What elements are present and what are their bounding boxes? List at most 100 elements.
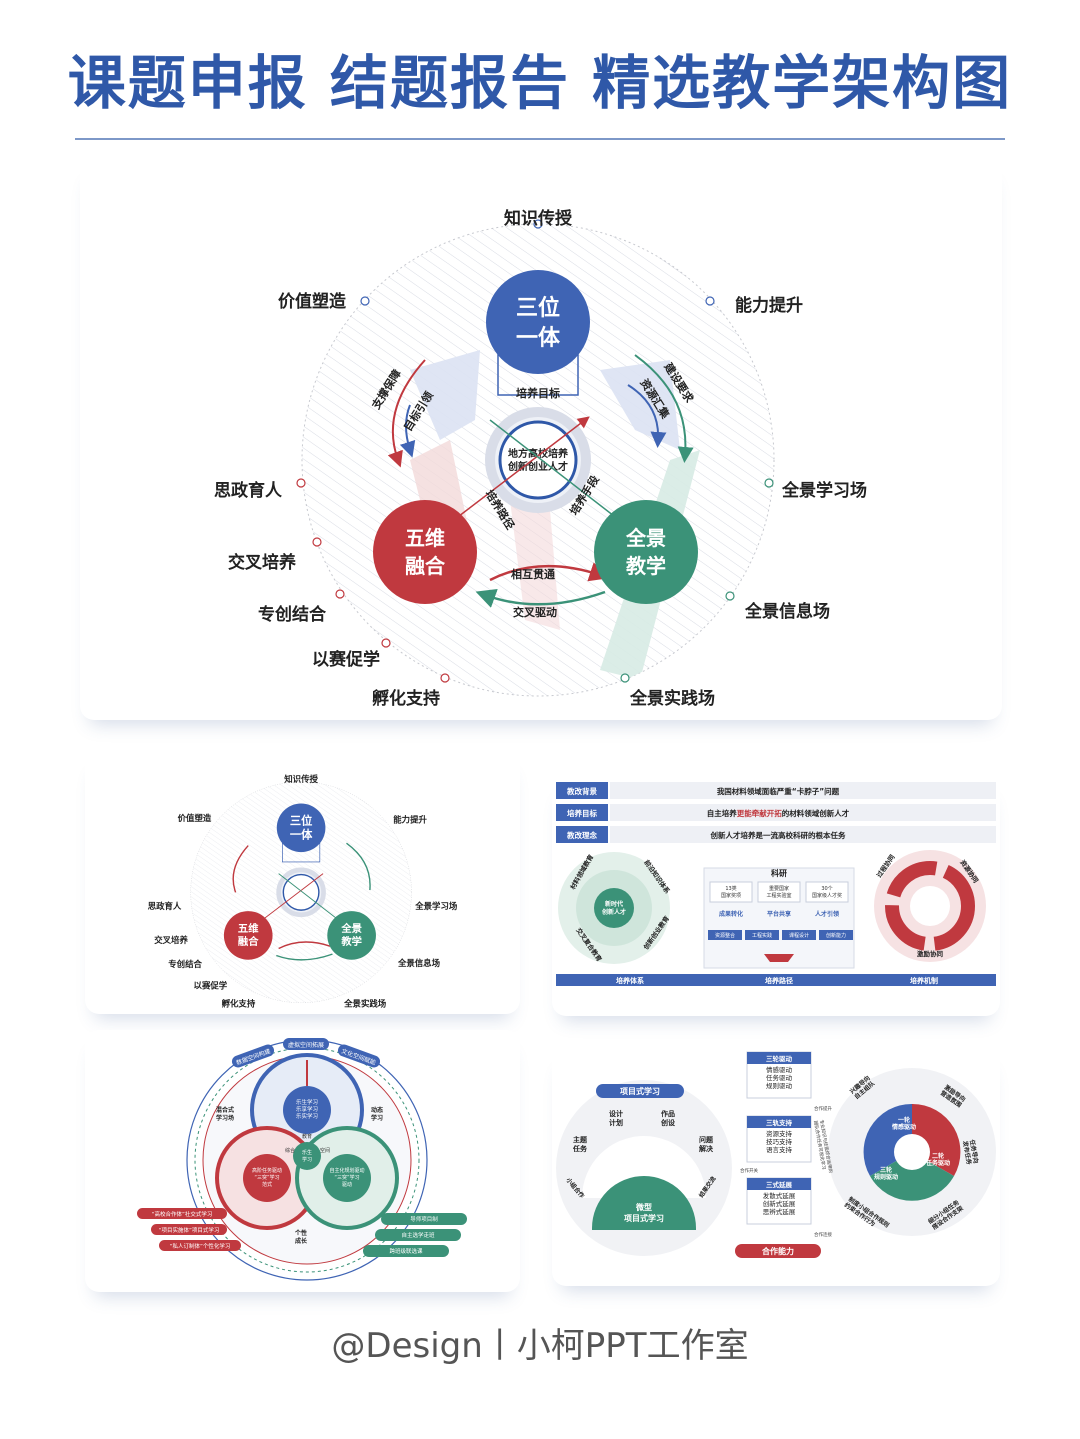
footer-credit: @Design丨小柯PPT工作室 [331, 1326, 749, 1366]
connect-arc [489, 562, 610, 582]
project-panel-card: 项目式学习 设计计划 作品创设 主题任务 问题解决 小组合作 结果交流 微型项目… [552, 1048, 1000, 1286]
swirl-label-2: 三轮规则驱动 [874, 1166, 898, 1181]
center-learning: 乐生学习 [302, 1149, 312, 1163]
seg-3: 主题任务 [572, 1135, 588, 1153]
box3-title: 三式延展 [766, 1180, 793, 1189]
svg-text:全景教学: 全景教学 [340, 922, 362, 948]
main-diagram: 地方高校培养创新创业人才 三位一体 五维融合 全景教学 培养目标 培养路径 培养… [214, 208, 867, 709]
building-icon [764, 954, 794, 962]
material-panel: 教改背景 我国材料领域面临严重“卡脖子”问题 培养目标 自主培养更能牵献开拓的材… [556, 782, 996, 986]
small-label-3: 空间 [320, 1147, 330, 1154]
material-panel-card: 教改背景 我国材料领域面临严重“卡脖子”问题 培养目标 自主培养更能牵献开拓的材… [552, 778, 1000, 1016]
project-title-pill [596, 1084, 684, 1098]
green-pill-2: 自主选学走班 [401, 1231, 435, 1239]
rings-panel: 乐生学习乐享学习乐实学习 高阶任务驱动“三突”学习范式 自主化规划驱动“三突”学… [137, 1038, 467, 1281]
swirl-green [870, 1152, 954, 1201]
green-pill-1: 导师项目制 [410, 1215, 438, 1223]
side-label-1: 合作提升 [814, 1105, 832, 1112]
green-core-text: 自主化规划驱动“三突”学习驱动 [329, 1167, 364, 1188]
bottom-ring-label: 个性成长 [294, 1229, 308, 1245]
small-label-incubation: 孵化支持 [222, 999, 256, 1009]
right-arc-inner [627, 384, 667, 448]
seg-2: 作品创设 [660, 1109, 676, 1127]
mid-row2-2: 平台共享 [767, 910, 791, 918]
page-title: 课题申报 结题报告 精选教学架构图 [67, 49, 1013, 117]
left-arc-outer [387, 359, 426, 468]
left-arc-inner [399, 404, 416, 458]
right-ring-label: 动态学习 [371, 1106, 383, 1122]
label-cross: 交叉培养 [228, 552, 297, 573]
swirl-label-1: 一轮情感驱动 [892, 1116, 916, 1131]
right-circle-text: 全景教学 [625, 526, 666, 578]
label-practice-field: 全景实践场 [629, 688, 715, 709]
red-pill-1: “高校合作体”社交式学习 [152, 1210, 213, 1218]
band-label-1: 培养体系 [616, 976, 644, 985]
box2-items: 资源支持技巧支持语言支持 [766, 1129, 793, 1154]
small-label-ability: 能力提升 [393, 815, 427, 825]
small-label-1: 教育 [302, 1133, 312, 1140]
band-label-2: 培养路径 [765, 976, 793, 985]
side-label-3: 合作连接 [814, 1231, 832, 1238]
project-title: 项目式学习 [620, 1086, 660, 1096]
blue-core-text: 乐生学习乐享学习乐实学习 [296, 1098, 318, 1120]
right-ring-3: 激励协同 [917, 949, 944, 958]
small-copy-diagram: 三位一体 五维融合 全景教学 知识传授 价值塑造 能力提升 思政育人 交叉培养 … [148, 774, 458, 1009]
left-wheel-center: 新时代创新人才 [601, 900, 626, 916]
mid-box-2: 重要国家工程实验室 [766, 885, 791, 899]
middle-title: 科研 [771, 868, 787, 878]
small-label-info-field: 全景信息场 [397, 958, 441, 968]
box3-items: 发散式延展创新式延展思辨式延展 [763, 1191, 796, 1216]
left-circle [373, 500, 477, 604]
row2-text: 自主培养更能牵献开拓的材料领域创新人才 [707, 808, 850, 818]
red-core-text: 高阶任务驱动“三突”学习范式 [252, 1167, 282, 1188]
label-specialty: 专创结合 [258, 604, 327, 625]
box2-title: 三轨支持 [766, 1118, 793, 1127]
mid-row3-4: 创新能力 [826, 932, 846, 939]
label-knowledge: 知识传授 [503, 208, 573, 229]
main-diagram-card: 地方高校培养创新创业人才 三位一体 五维融合 全景教学 培养目标 培养路径 培养… [80, 160, 1002, 720]
red-pill-2: “项目实施体”项目式学习 [159, 1226, 220, 1234]
small-label-specialty: 专创结合 [168, 959, 202, 969]
label-ideology: 思政育人 [214, 480, 283, 501]
bottom-lower-label: 交叉驱动 [513, 605, 557, 619]
center-text: 地方高校培养创新创业人才 [507, 447, 569, 473]
rings-panel-card: 乐生学习乐享学习乐实学习 高阶任务驱动“三突”学习范式 自主化规划驱动“三突”学… [85, 1030, 520, 1292]
row2-tag: 培养目标 [567, 808, 597, 818]
project-panel: 项目式学习 设计计划 作品创设 主题任务 问题解决 小组合作 结果交流 微型项目… [556, 1051, 996, 1258]
goal-label: 培养目标 [516, 386, 560, 400]
bottom-band [556, 974, 996, 986]
mid-row2-3: 人才引领 [815, 910, 839, 918]
small-label-competition: 以赛促学 [194, 980, 228, 990]
label-incubation: 孵化支持 [372, 688, 440, 709]
top-circle-text: 三位一体 [516, 295, 561, 351]
small-label-2: 综合 [285, 1147, 295, 1154]
mid-row3-1: 资源整合 [715, 932, 735, 939]
label-info-field: 全景信息场 [744, 601, 830, 622]
right-arc-outer [634, 354, 694, 463]
small-label-learning-field: 全景学习场 [414, 901, 458, 911]
mid-box-1: 13类国家奖项 [721, 885, 741, 899]
project-base [592, 1176, 696, 1230]
cross-arc [475, 589, 606, 608]
side-label-2: 合作开关 [740, 1167, 758, 1174]
title-divider [75, 138, 1005, 140]
center-core [498, 420, 578, 500]
small-label-value: 价值塑造 [178, 813, 212, 823]
svg-text:三位一体: 三位一体 [290, 814, 313, 842]
label-value: 价值塑造 [278, 291, 347, 312]
top-circle [486, 270, 590, 374]
mid-row3-2: 工程实践 [752, 932, 772, 939]
swirl-label-3: 二轮任务驱动 [925, 1152, 950, 1167]
small-copy-card: 三位一体 五维融合 全景教学 知识传授 价值塑造 能力提升 思政育人 交叉培养 … [85, 752, 520, 1014]
red-pill-3: “私人订制体”个性化学习 [170, 1242, 231, 1250]
small-label-knowledge: 知识传授 [284, 774, 318, 784]
box1-items: 情感驱动任务驱动规则驱动 [766, 1065, 793, 1090]
seg-1: 设计计划 [609, 1109, 623, 1127]
collab-pill [735, 1244, 821, 1258]
top-pill-2: 虚拟空间拓展 [288, 1041, 324, 1049]
label-learning-field: 全景学习场 [781, 480, 867, 501]
mid-row3-3: 课程设计 [789, 932, 809, 939]
svg-text:五维融合: 五维融合 [238, 922, 259, 948]
row3-text: 创新人才培养是一流高校科研的根本任务 [710, 830, 846, 840]
bottom-upper-label: 相互贯通 [511, 567, 555, 581]
